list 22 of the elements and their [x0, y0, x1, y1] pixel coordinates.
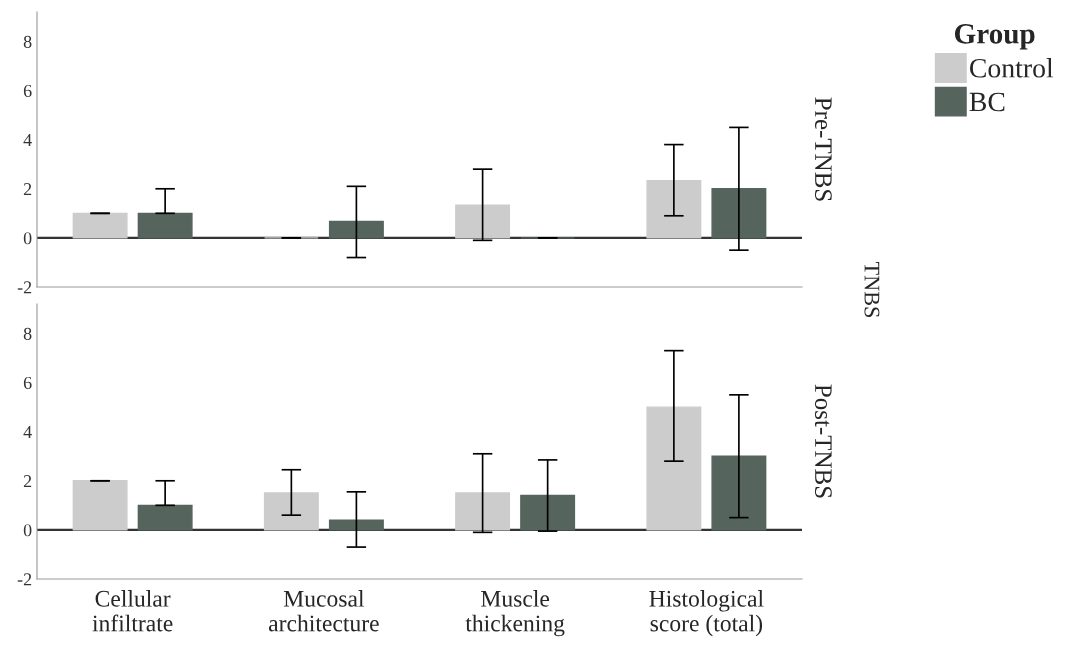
y-tick-label: 8 — [23, 35, 32, 48]
y-tick-label: 4 — [23, 134, 32, 146]
text: TNBS — [864, 262, 880, 318]
y-tick-label: 8 — [23, 327, 32, 340]
y-tick-label: 2 — [23, 475, 32, 488]
y-tick-label: 6 — [23, 84, 32, 98]
x-tick-label: Histological score (total) — [649, 590, 764, 637]
y-tick-label: 2 — [23, 183, 32, 196]
x-tick-label: Cellular infiltrate — [92, 590, 173, 632]
y-tick-label: 0 — [23, 524, 32, 537]
legend-label: BC — [969, 92, 1005, 112]
x-tick-label: Mucosal architecture — [269, 590, 379, 632]
y-tick-label: 6 — [23, 376, 32, 390]
x-tick-label: Muscle thickening — [465, 590, 565, 637]
y2-axis-title: Post-TNBS — [814, 384, 832, 498]
y-tick-label: -2 — [17, 573, 32, 586]
y-tick-label: -2 — [17, 281, 32, 294]
y-tick-label: 0 — [23, 232, 32, 245]
legend-label: Control — [969, 58, 1054, 78]
legend-title: Group — [954, 24, 1035, 50]
y2-axis-title: Pre-TNBS — [814, 97, 832, 201]
y-tick-label: 4 — [23, 426, 32, 438]
